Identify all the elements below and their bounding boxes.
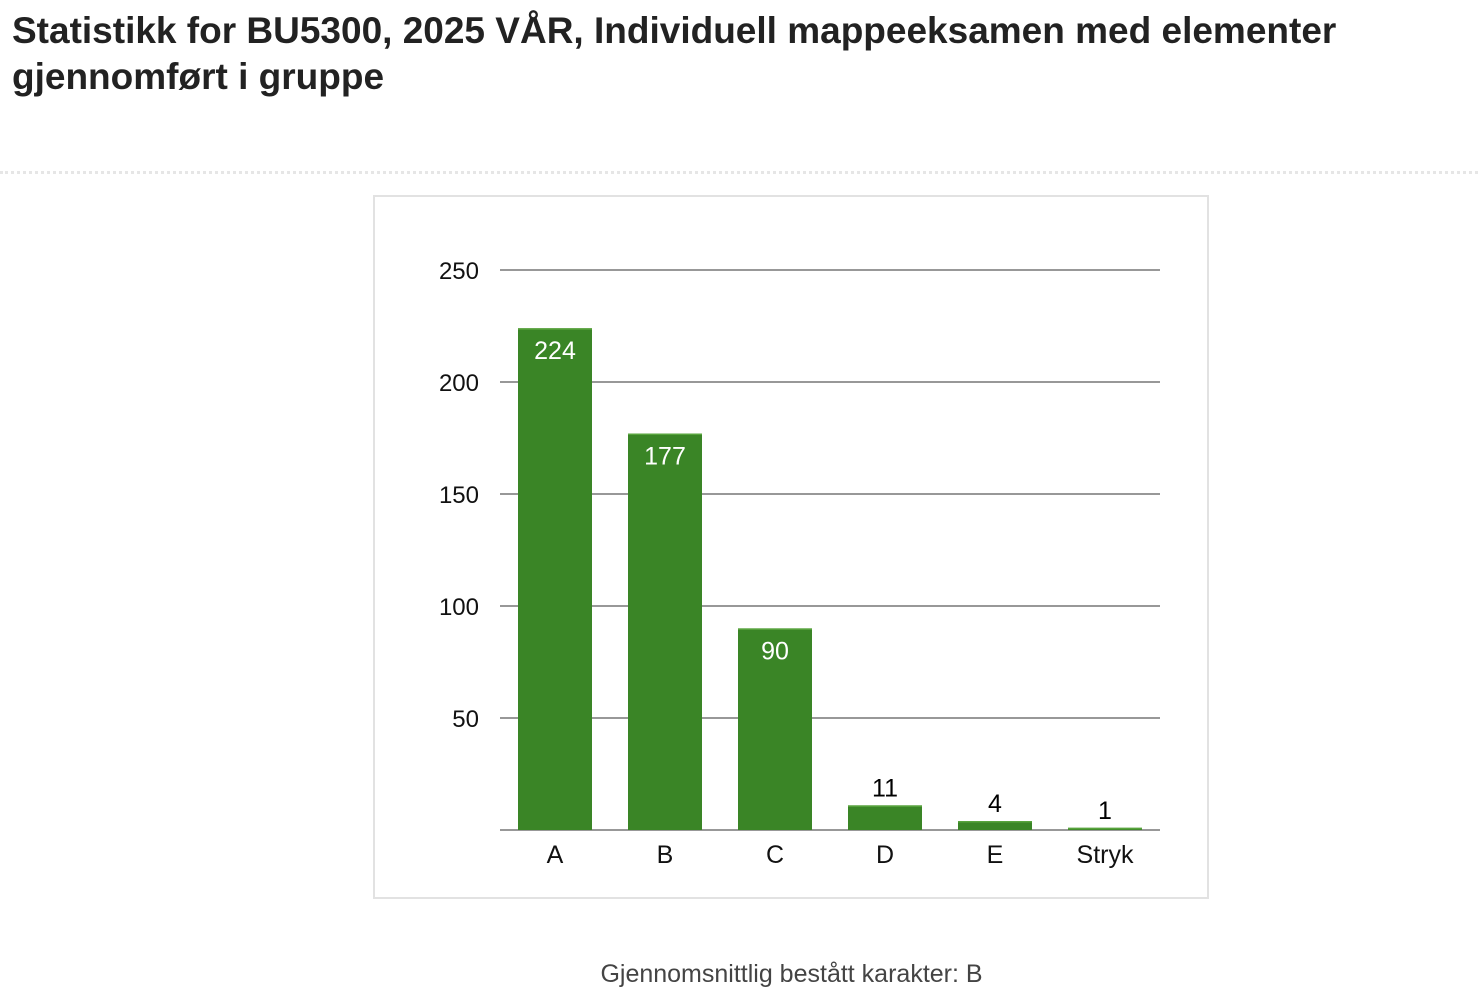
data-label: 224 [534,337,576,365]
x-tick-label: A [547,841,564,869]
y-tick-label: 100 [439,594,479,621]
y-tick-label: 150 [439,482,479,509]
y-tick-label: 250 [439,258,479,285]
data-label: 11 [872,774,898,802]
data-label: 1 [1098,797,1112,825]
data-label: 177 [644,443,686,471]
grade-distribution-chart: 50 100 150 200 250 224 A 177 B 90 C 11 D 4 E 1 Stryk [439,258,1160,869]
average-grade-text: Gjennomsnittlig bestått karakter: B [600,960,983,988]
data-label: 4 [988,790,1002,818]
x-tick-label: D [876,841,894,869]
dotted-divider [0,171,1478,174]
x-tick-label: B [657,841,674,869]
x-tick-label: E [987,841,1004,869]
bar-b [628,433,702,830]
bar-d [848,805,922,830]
bar-e [958,821,1032,830]
y-tick-label: 50 [452,706,479,733]
data-label: 90 [761,637,789,665]
bar-c [738,628,812,830]
x-tick-label: Stryk [1077,841,1134,869]
x-tick-label: C [766,841,784,869]
y-tick-label: 200 [439,370,479,397]
page-title: Statistikk for BU5300, 2025 VÅR, Individ… [12,10,1337,97]
chart-container: 50 100 150 200 250 224 A 177 B 90 C 11 D 4 E 1 Stryk [373,195,1209,899]
bar-a [518,328,592,830]
